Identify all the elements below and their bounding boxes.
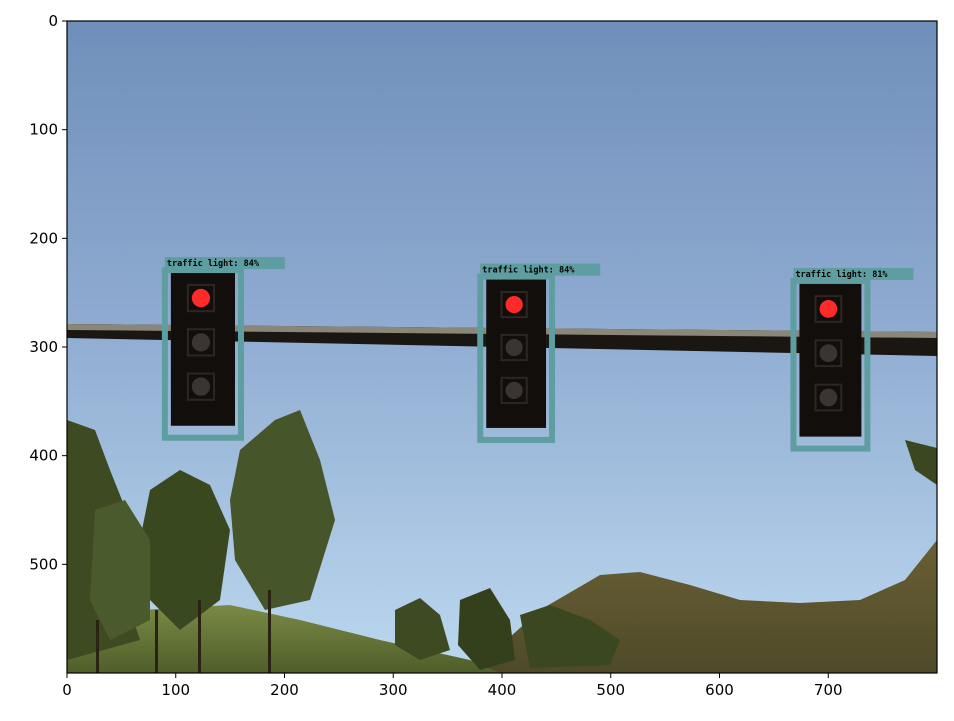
red-lamp: [506, 296, 523, 313]
y-tick-label: 300: [29, 338, 58, 356]
x-tick-label: 100: [161, 681, 190, 699]
y-tick-label: 100: [29, 121, 58, 139]
unlit-lamp: [820, 344, 838, 362]
x-tick-label: 200: [270, 681, 299, 699]
x-tick-label: 700: [814, 681, 843, 699]
x-tick-label: 500: [596, 681, 625, 699]
y-tick-label: 0: [48, 12, 58, 30]
detection-label: traffic light: 81%: [795, 269, 888, 280]
y-tick-label: 400: [29, 447, 58, 465]
x-tick-label: 0: [62, 681, 72, 699]
x-tick-label: 600: [705, 681, 734, 699]
x-tick-label: 400: [488, 681, 517, 699]
red-lamp: [192, 289, 210, 307]
x-axis: 0 100 200 300 400 500 600 700: [62, 673, 842, 699]
detection-label: traffic light: 84%: [167, 258, 260, 269]
camera-image: traffic light: 84% traffic light: 84% traf…: [67, 21, 937, 673]
y-tick-label: 500: [29, 555, 58, 573]
y-tick-label: 200: [29, 229, 58, 247]
x-tick-label: 300: [379, 681, 408, 699]
unlit-lamp: [192, 377, 210, 395]
red-lamp: [820, 300, 838, 318]
unlit-lamp: [192, 333, 210, 351]
unlit-lamp: [506, 382, 523, 399]
y-axis: 0 100 200 300 400 500: [29, 12, 67, 573]
detection-label: traffic light: 84%: [482, 265, 575, 276]
unlit-lamp: [506, 339, 523, 356]
unlit-lamp: [820, 389, 838, 407]
